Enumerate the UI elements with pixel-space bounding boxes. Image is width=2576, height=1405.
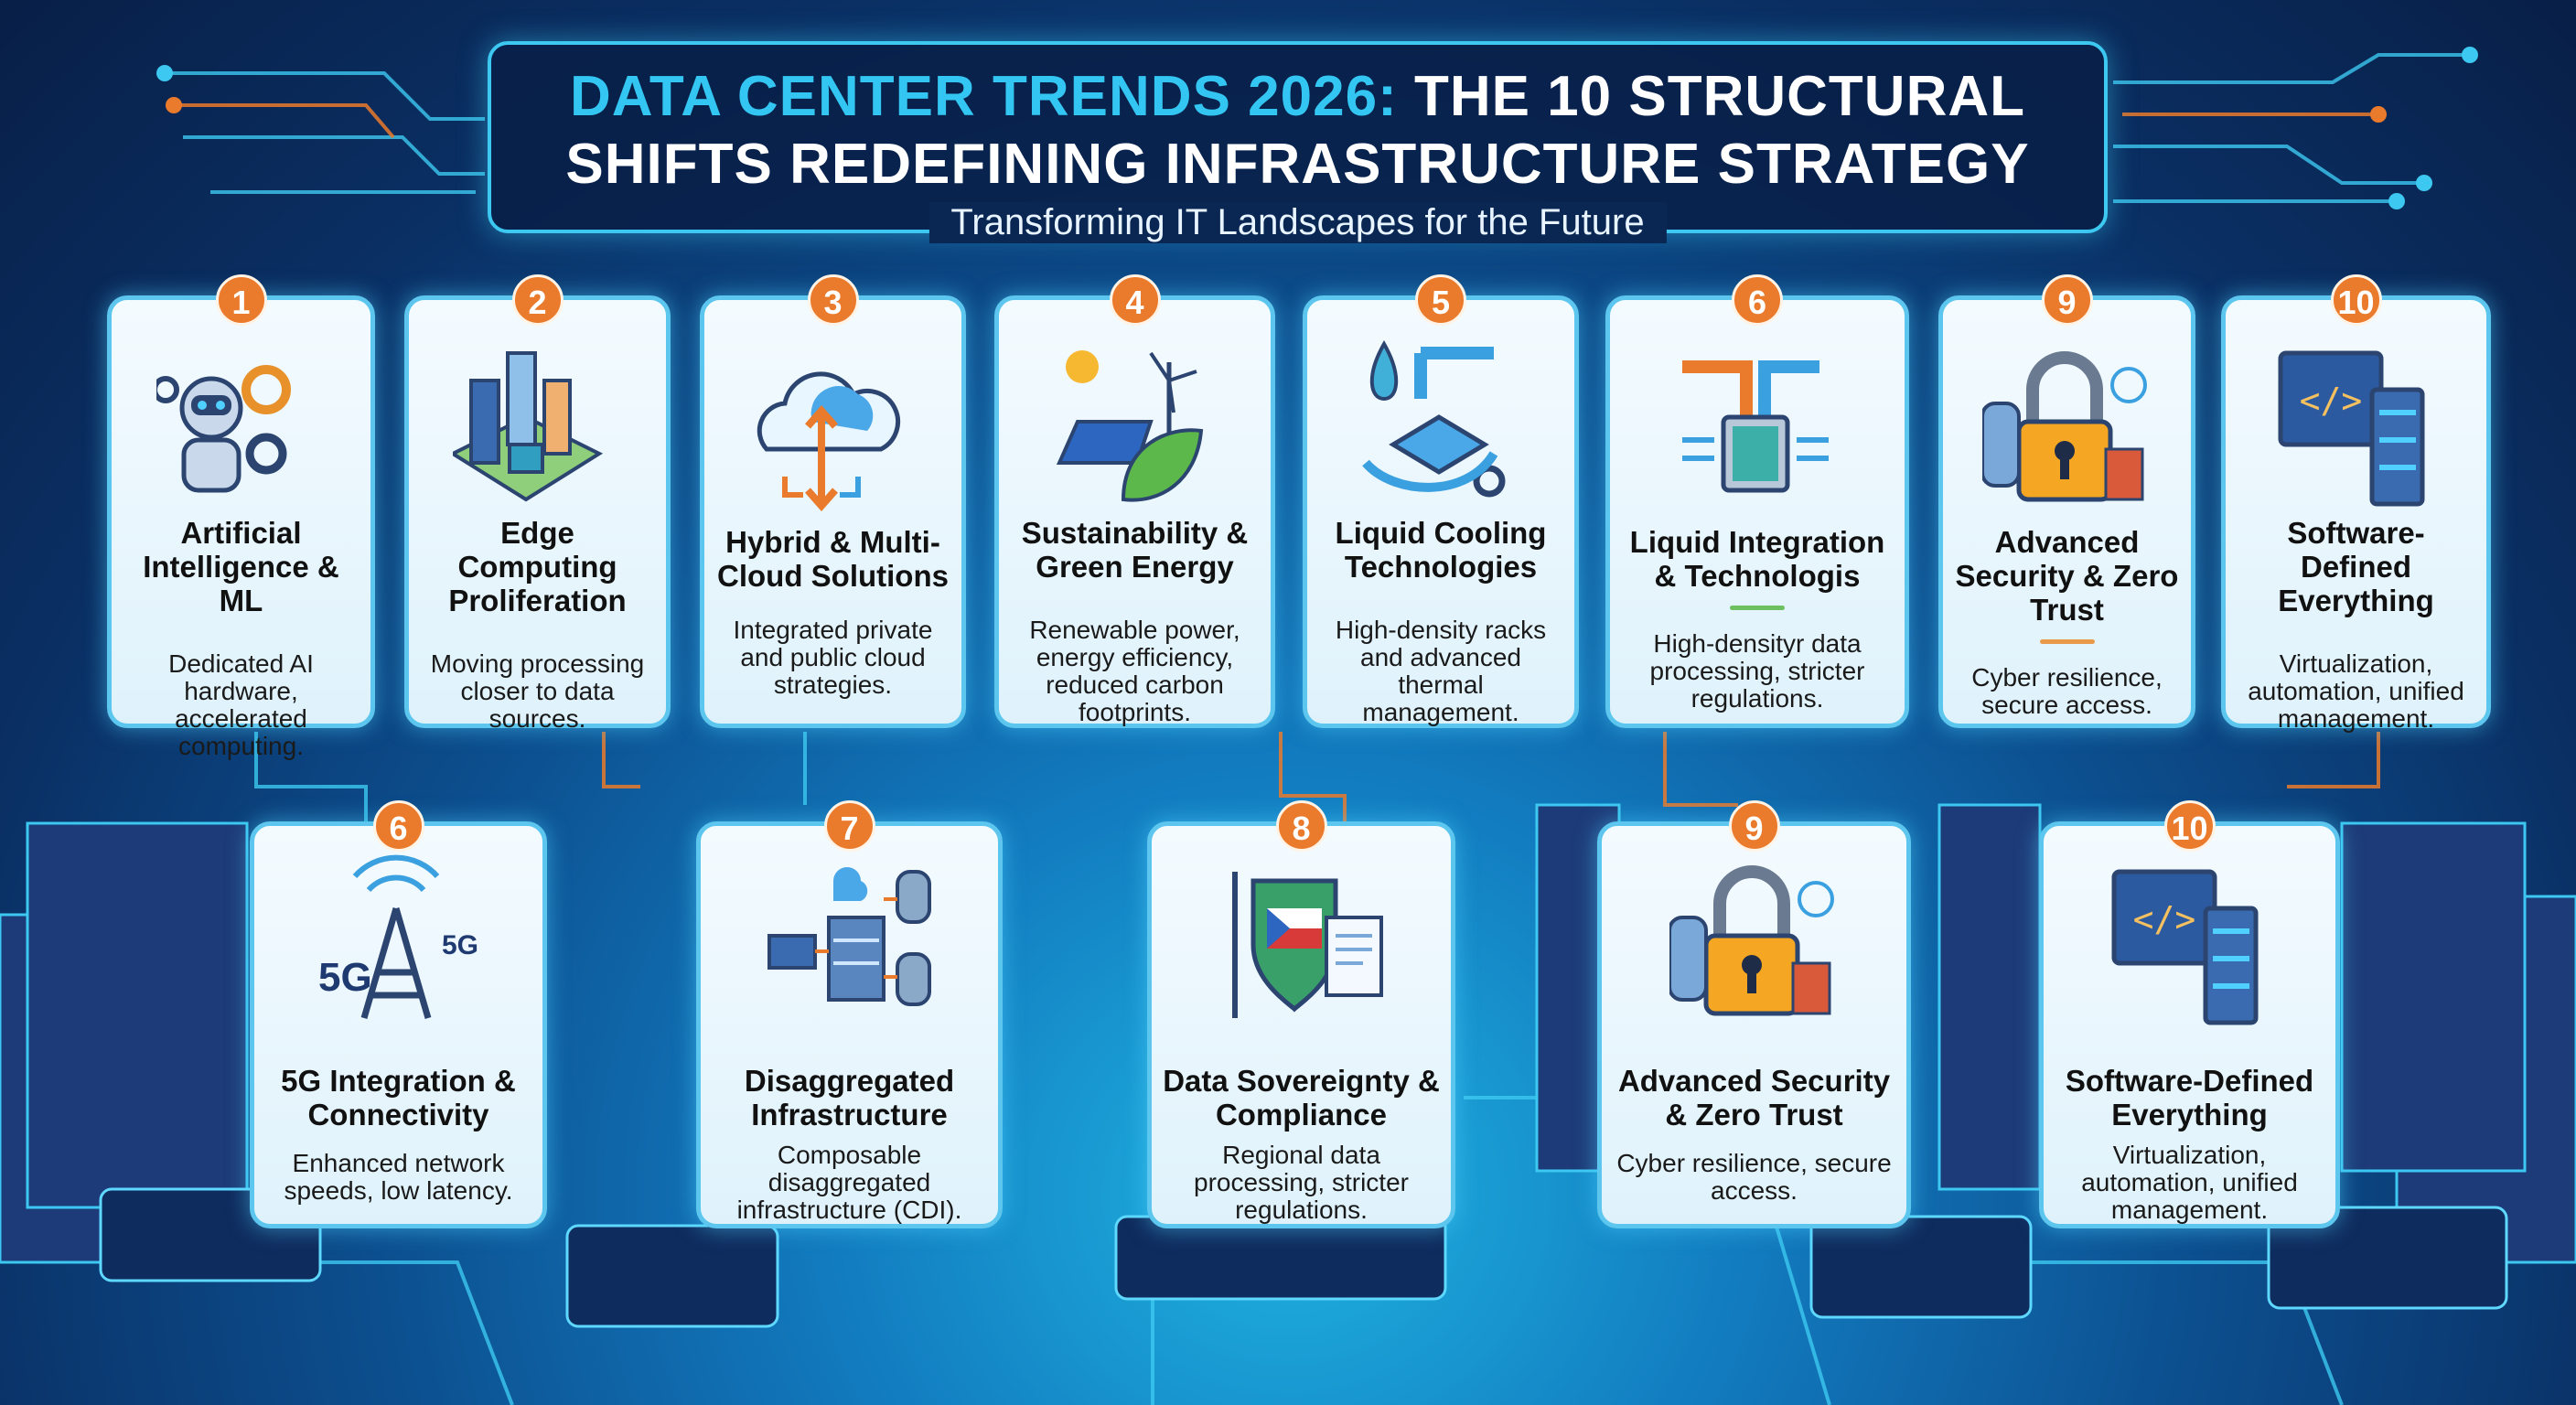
trend-card-top-10: 10 </> Software-Defined Everything Virtu…	[2221, 274, 2491, 733]
trend-title: Liquid Cooling Technologies	[1335, 516, 1547, 584]
title-banner: DATA CENTER TRENDS 2026: THE 10 STRUCTUR…	[488, 41, 2108, 243]
trend-card-top-6: 6 Liquid Integration & Technologis High-…	[1605, 274, 1909, 728]
trend-card-top-5: 5 Liquid Cooling Technologies High-densi…	[1303, 274, 1579, 728]
title-underline	[1730, 606, 1785, 610]
cloud-arrows-icon	[714, 335, 952, 518]
trend-number-badge: 7	[823, 800, 875, 852]
trend-description: Renewable power, energy efficiency, redu…	[1029, 616, 1240, 726]
page-title-line-1: DATA CENTER TRENDS 2026: THE 10 STRUCTUR…	[491, 63, 2104, 131]
trend-description: Enhanced network speeds, low latency.	[284, 1149, 513, 1205]
trend-number-badge: 2	[511, 274, 564, 326]
code-server-icon: </>	[2235, 335, 2477, 509]
solar-wind-leaf-icon	[1008, 335, 1261, 509]
trend-card-bot-10: 10 </> Software-Defined Everything Virtu…	[2039, 800, 2340, 1228]
trend-card-top-3: 3 Hybrid & Multi-Cloud Solutions Integra…	[700, 274, 966, 728]
padlock-icon	[1611, 853, 1897, 1027]
liquid-cooling-chip-icon	[1316, 335, 1565, 509]
trend-description: Dedicated AI hardware, accelerated compu…	[168, 649, 314, 760]
trend-card-bot-8: 8 Data Sovereignty & Compliance Regional…	[1147, 800, 1455, 1228]
trend-title: Software-Defined Everything	[2278, 516, 2434, 617]
trend-number-badge: 1	[215, 274, 267, 326]
trend-title: Artificial Intelligence & ML	[143, 516, 339, 617]
trend-card-bot-7: 7 Disaggregated Infrastructure Composabl…	[696, 800, 1003, 1228]
page-title-line-2: SHIFTS REDEFINING INFRASTRUCTURE STRATEG…	[565, 133, 2030, 196]
trend-number-badge: 9	[2041, 274, 2093, 326]
trend-card-bot-9: 9 Advanced Security & Zero Trust Cyber r…	[1597, 800, 1911, 1228]
trend-title: Sustainability & Green Energy	[1021, 516, 1249, 584]
trend-title: Advanced Security & Zero Trust	[1617, 1064, 1891, 1132]
5g-tower-icon: 5G 5G	[263, 853, 533, 1027]
trend-description: Virtualization, automation, unified mana…	[2248, 649, 2464, 733]
title-underline	[2039, 639, 2095, 644]
trend-title: 5G Integration & Connectivity	[281, 1064, 516, 1132]
trend-description: Virtualization, automation, unified mana…	[2081, 1141, 2298, 1224]
trend-title: Hybrid & Multi-Cloud Solutions	[717, 525, 949, 593]
trend-description: Regional data processing, stricter regul…	[1194, 1141, 1409, 1224]
robot-gears-icon	[121, 335, 361, 509]
code-server-icon: </>	[2053, 853, 2326, 1027]
padlock-icon	[1952, 335, 2182, 518]
trend-number-badge: 3	[807, 274, 859, 326]
trend-description: Moving processing closer to data sources…	[430, 649, 645, 733]
trend-card-bot-6: 6 5G 5G 5G Integration & Connectivity Enh…	[250, 800, 547, 1228]
trend-number-badge: 8	[1275, 800, 1327, 852]
trend-title: Advanced Security & Zero Trust	[1955, 525, 2179, 627]
trend-description: Cyber resilience, secure access.	[1971, 663, 2163, 719]
trend-title: Data Sovereignty & Compliance	[1163, 1064, 1440, 1132]
subtitle: Transforming IT Landscapes for the Futur…	[928, 202, 1667, 243]
trend-number-badge: 10	[2163, 800, 2216, 852]
svg-text:</>: </>	[2133, 899, 2196, 939]
trend-number-badge: 9	[1728, 800, 1780, 852]
trend-card-top-4: 4 Sustainability & Green Energy Renewabl…	[994, 274, 1275, 728]
5g-label: 5G	[318, 955, 372, 1000]
svg-text:</>: </>	[2300, 381, 2363, 421]
shield-flag-document-icon	[1161, 853, 1442, 1027]
trend-description: Integrated private and public cloud stra…	[733, 616, 933, 699]
disaggregated-servers-icon	[710, 853, 989, 1027]
trend-number-badge: 6	[1732, 274, 1783, 326]
trend-card-top-1: 1 Artificial Intelligence & ML Dedicated…	[107, 274, 375, 760]
trend-title: Disaggregated Infrastructure	[744, 1064, 955, 1132]
trend-number-badge: 6	[372, 800, 424, 852]
trend-description: Composable disaggregated infrastructure …	[736, 1141, 962, 1224]
trend-number-badge: 4	[1109, 274, 1161, 326]
trend-description: Cyber resilience, secure access.	[1616, 1149, 1892, 1205]
5g-label-small: 5G	[442, 930, 478, 960]
title-rest: THE 10 STRUCTURAL	[1397, 65, 2025, 128]
trend-number-badge: 10	[2330, 274, 2382, 326]
trend-title: Software-Defined Everything	[2065, 1064, 2314, 1132]
trend-title: Edge Computing Proliferation	[448, 516, 627, 617]
chip-pipes-icon	[1619, 335, 1895, 518]
city-buildings-icon	[418, 335, 657, 509]
trend-card-top-2: 2 Edge Computing Proliferation Moving pr…	[404, 274, 671, 733]
title-highlight: DATA CENTER TRENDS 2026:	[569, 65, 1398, 128]
trend-number-badge: 5	[1415, 274, 1466, 326]
trend-description: High-densityr data processing, stricter …	[1649, 629, 1865, 713]
trend-title: Liquid Integration & Technologis	[1629, 525, 1885, 593]
trend-card-top-9: 9 Advanced Security & Zero Trust Cyber r…	[1938, 274, 2195, 728]
trend-description: High-density racks and advanced thermal …	[1335, 616, 1547, 726]
